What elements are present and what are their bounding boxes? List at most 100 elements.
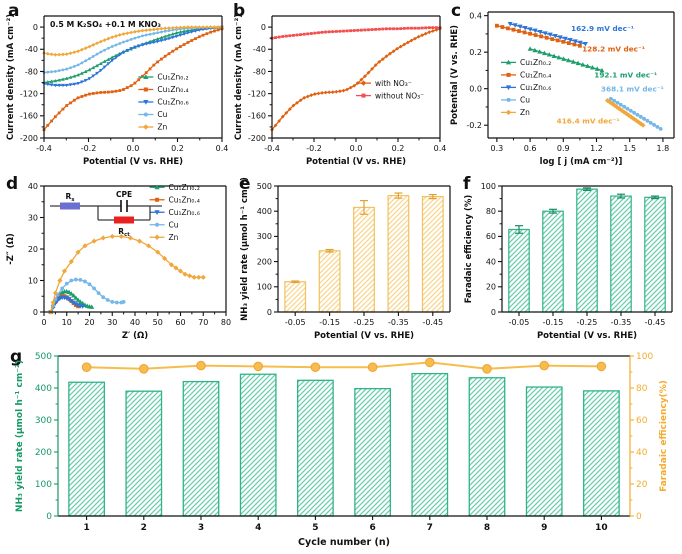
svg-text:300: 300	[35, 416, 52, 426]
panel-label-a: a	[8, 1, 20, 21]
panel-label-c: c	[451, 1, 462, 21]
svg-text:-0.45: -0.45	[645, 318, 666, 327]
svg-text:40: 40	[636, 448, 648, 458]
svg-text:60: 60	[175, 318, 185, 327]
svg-text:-0.2: -0.2	[306, 144, 322, 153]
svg-text:-160: -160	[248, 112, 266, 121]
svg-text:10: 10	[595, 523, 608, 533]
svg-text:-0.45: -0.45	[422, 318, 443, 327]
svg-text:4: 4	[255, 523, 261, 533]
panel-a-chart: 0 -40 -80 -120 -160 -200 -0.4 -0.2 0.0 0.2 0.4 0.5 …	[2, 2, 228, 176]
svg-text:0.4: 0.4	[434, 144, 446, 153]
svg-text:200: 200	[257, 257, 272, 266]
svg-text:-0.2: -0.2	[466, 121, 482, 130]
svg-text:0.4: 0.4	[469, 11, 482, 20]
svg-text:1.2: 1.2	[590, 144, 603, 153]
svg-text:-Z″ (Ω): -Z″ (Ω)	[6, 233, 16, 265]
svg-text:-0.25: -0.25	[577, 318, 598, 327]
svg-text:Faradaic efficiency(%): Faradaic efficiency(%)	[659, 380, 669, 492]
svg-text:0.3: 0.3	[490, 144, 503, 153]
svg-text:6: 6	[369, 523, 375, 533]
svg-text:100: 100	[481, 182, 496, 191]
svg-text:0: 0	[41, 318, 46, 327]
svg-text:Current density (mA cm⁻²): Current density (mA cm⁻²)	[6, 14, 16, 140]
svg-text:Potential (V vs. RHE): Potential (V vs. RHE)	[306, 157, 406, 167]
svg-text:100: 100	[35, 480, 52, 490]
svg-text:0: 0	[491, 308, 496, 317]
svg-text:-200: -200	[20, 134, 38, 143]
svg-text:80: 80	[486, 207, 496, 216]
svg-text:Cu: Cu	[157, 110, 167, 119]
svg-text:500: 500	[257, 182, 272, 191]
svg-text:0: 0	[33, 308, 38, 317]
svg-text:60: 60	[486, 232, 496, 241]
svg-text:Cu₁Zn₀.₆: Cu₁Zn₀.₆	[169, 208, 200, 217]
svg-text:Potential (V vs. RHE): Potential (V vs. RHE)	[537, 331, 637, 341]
svg-text:40: 40	[486, 257, 496, 266]
svg-text:1.8: 1.8	[657, 144, 670, 153]
svg-text:400: 400	[257, 207, 272, 216]
svg-text:40: 40	[130, 318, 140, 327]
svg-text:5: 5	[312, 523, 318, 533]
svg-text:9: 9	[541, 523, 547, 533]
svg-text:Cu₁Zn₀.₄: Cu₁Zn₀.₄	[169, 195, 200, 204]
svg-text:0.9: 0.9	[557, 144, 570, 153]
svg-text:30: 30	[107, 318, 117, 327]
svg-text:Cu₁Zn₀.₆: Cu₁Zn₀.₆	[157, 98, 188, 107]
svg-text:162.9 mV dec⁻¹: 162.9 mV dec⁻¹	[571, 24, 634, 33]
svg-text:Cycle number (n): Cycle number (n)	[298, 537, 390, 548]
svg-text:1.5: 1.5	[623, 144, 636, 153]
svg-text:50: 50	[153, 318, 163, 327]
svg-text:128.2 mV dec⁻¹: 128.2 mV dec⁻¹	[582, 44, 645, 53]
panel-b-chart: 0 -40 -80 -120 -160 -200 -0.4 -0.2 0.0 0.2 0.4 with…	[228, 2, 446, 176]
svg-text:Potential (V vs. RHE): Potential (V vs. RHE)	[83, 157, 183, 167]
svg-text:Cu₁Zn₀.₄: Cu₁Zn₀.₄	[157, 85, 188, 94]
svg-text:10: 10	[28, 276, 38, 285]
svg-text:0.6: 0.6	[524, 144, 537, 153]
svg-text:Cu₁Zn₀.₄: Cu₁Zn₀.₄	[520, 71, 551, 80]
svg-text:-0.15: -0.15	[319, 318, 340, 327]
svg-text:368.1 mV dec⁻¹: 368.1 mV dec⁻¹	[601, 84, 664, 93]
svg-text:0.0: 0.0	[127, 144, 140, 153]
svg-text:7: 7	[427, 523, 433, 533]
svg-text:Rct: Rct	[118, 227, 130, 238]
svg-text:Potential (V vs. RHE): Potential (V vs. RHE)	[450, 25, 460, 125]
svg-text:Zn: Zn	[169, 233, 179, 242]
svg-text:70: 70	[198, 318, 208, 327]
svg-text:-120: -120	[20, 89, 38, 98]
svg-text:-120: -120	[248, 89, 266, 98]
svg-text:0.5 M K₂SO₄ +0.1 M KNO₃: 0.5 M K₂SO₄ +0.1 M KNO₃	[50, 20, 161, 29]
svg-text:0: 0	[636, 512, 642, 522]
svg-text:0.0: 0.0	[469, 84, 482, 93]
svg-text:0: 0	[46, 512, 52, 522]
svg-text:0.2: 0.2	[469, 48, 482, 57]
svg-text:0: 0	[267, 308, 272, 317]
svg-text:Z′ (Ω): Z′ (Ω)	[122, 331, 148, 341]
svg-text:2: 2	[141, 523, 147, 533]
svg-text:1: 1	[83, 523, 89, 533]
svg-text:30: 30	[28, 213, 38, 222]
svg-text:Potential (V vs. RHE): Potential (V vs. RHE)	[314, 331, 414, 341]
svg-text:-80: -80	[253, 67, 266, 76]
svg-text:CPE: CPE	[116, 190, 132, 199]
svg-text:40: 40	[28, 182, 38, 191]
svg-text:NH₃ yield rate (μmol h⁻¹ cm⁻²): NH₃ yield rate (μmol h⁻¹ cm⁻²)	[15, 360, 25, 512]
svg-text:-80: -80	[25, 67, 38, 76]
panel-f-chart: -0.05 -0.15 -0.25 -0.35 -0.45 0 20 40 60 80 100 Pot…	[458, 174, 680, 350]
svg-text:Cu₁Zn₀.₆: Cu₁Zn₀.₆	[520, 83, 551, 92]
svg-text:80: 80	[221, 318, 231, 327]
panel-label-b: b	[233, 1, 246, 21]
panel-label-g: g	[10, 347, 23, 367]
svg-text:80: 80	[636, 384, 648, 394]
svg-text:-0.4: -0.4	[264, 144, 280, 153]
panel-g-chart: 1 2 3 4 5 6 7 8 9 10 0 100 200 300 400 500 0 20 40 60 80 100 C…	[2, 348, 680, 554]
svg-text:-0.25: -0.25	[354, 318, 375, 327]
svg-text:-0.4: -0.4	[36, 144, 52, 153]
svg-text:with NO₃⁻: with NO₃⁻	[375, 79, 412, 88]
panel-e-chart: -0.05 -0.15 -0.25 -0.35 -0.45 0 100 200 300 400 50…	[234, 174, 458, 350]
panel-c-chart: 162.9 mV dec⁻¹ 128.2 mV dec⁻¹ 192.1 mV dec…	[446, 2, 682, 176]
svg-text:20: 20	[486, 283, 496, 292]
svg-text:Zn: Zn	[157, 123, 167, 132]
svg-text:0.2: 0.2	[171, 144, 184, 153]
svg-text:-0.2: -0.2	[81, 144, 97, 153]
